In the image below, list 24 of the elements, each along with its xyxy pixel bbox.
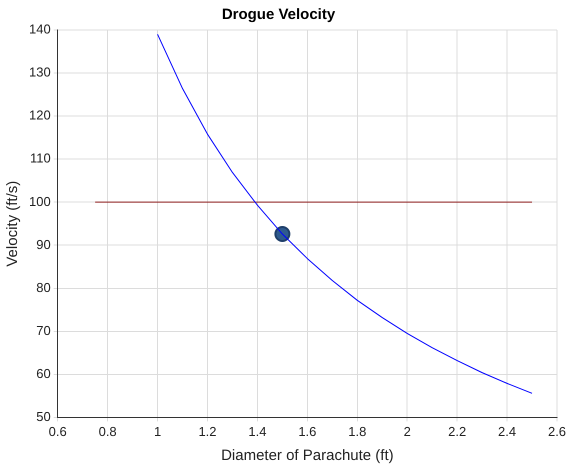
x-tick-label: 1.6: [298, 424, 316, 439]
x-tick-label: 2: [404, 424, 411, 439]
y-tick-label: 140: [28, 22, 51, 37]
y-tick-label: 120: [28, 108, 51, 123]
y-tick-label: 70: [36, 322, 51, 338]
x-tick-label: 2.6: [548, 424, 566, 439]
y-axis-title: Velocity (ft/s): [4, 180, 22, 267]
y-tick-label: 80: [36, 280, 51, 295]
x-tick-label: 1.8: [348, 424, 366, 439]
y-tick-label: 50: [36, 408, 51, 424]
y-tick-label: 60: [36, 366, 51, 381]
x-tick-label: 0.8: [98, 424, 117, 439]
x-tick-label: 2.4: [498, 424, 516, 439]
x-tick-label: 1: [154, 424, 162, 439]
y-tick-label: 90: [36, 236, 51, 252]
y-tick-label: 110: [30, 150, 51, 166]
x-axis-title: Diameter of Parachute (ft): [221, 447, 394, 464]
chart-title: Drogue Velocity: [222, 6, 336, 24]
x-tick-label: 1.2: [198, 424, 217, 439]
x-tick-label: 1.4: [248, 424, 266, 439]
y-tick-label: 100: [28, 194, 51, 209]
x-tick-label: 0.6: [48, 424, 67, 439]
y-tick-label: 130: [28, 64, 51, 80]
x-tick-label: 2.2: [448, 424, 466, 439]
